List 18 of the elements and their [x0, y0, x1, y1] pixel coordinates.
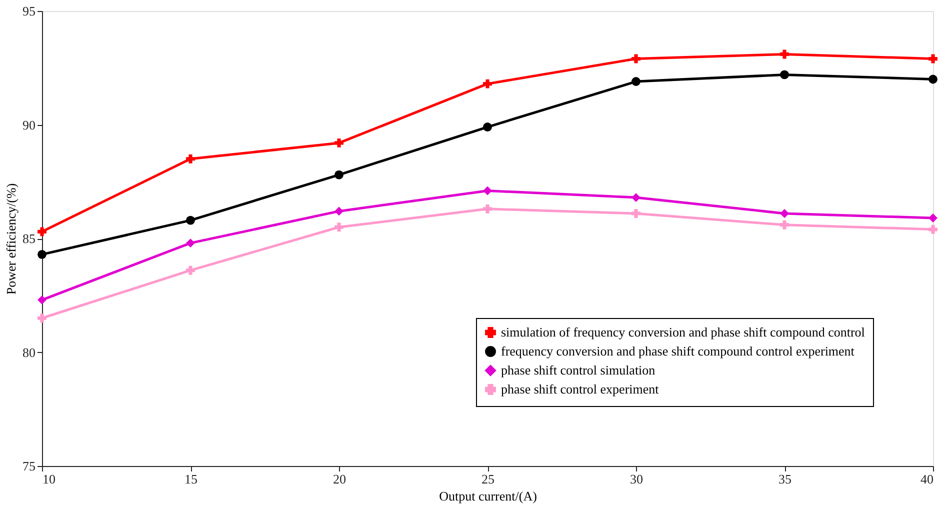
- legend-label: phase shift control simulation: [501, 362, 656, 378]
- y-tick-label: 90: [22, 117, 36, 132]
- x-tick-label: 10: [42, 472, 56, 486]
- y-tick-label: 85: [22, 231, 36, 246]
- x-tick-label: 40: [920, 472, 934, 486]
- legend-label: simulation of frequency conversion and phase shift compound control: [501, 324, 866, 340]
- y-axis-title: Power efficiency/(%): [4, 183, 18, 295]
- y-tick-label: 95: [22, 4, 36, 18]
- y-tick-label: 75: [22, 458, 36, 474]
- x-tick-label: 15: [184, 472, 198, 486]
- x-tick-label: 20: [333, 472, 346, 486]
- x-axis-title: Output current/(A): [439, 488, 537, 504]
- x-tick-label: 30: [630, 472, 643, 486]
- legend-label: frequency conversion and phase shift compound control experiment: [501, 344, 855, 358]
- x-tick-label: 35: [778, 472, 792, 486]
- y-tick-label: 80: [22, 344, 36, 360]
- x-tick-label: 25: [482, 472, 494, 486]
- legend-label: phase shift control experiment: [501, 382, 660, 396]
